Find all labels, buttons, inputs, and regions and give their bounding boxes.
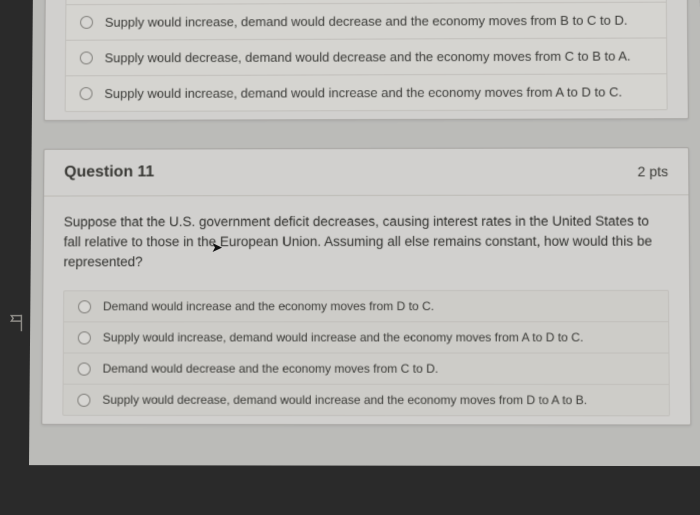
option-row[interactable]: Supply would decrease, demand would decr… [66, 38, 666, 76]
option-label: Supply would increase, demand would incr… [104, 84, 622, 101]
radio-icon [80, 51, 93, 64]
option-row[interactable]: Supply would increase, demand would incr… [66, 74, 667, 111]
question-points-11: 2 pts [637, 163, 668, 179]
option-label: Supply would increase, demand would incr… [103, 331, 584, 345]
question-title-11: Question 11 [64, 163, 154, 181]
page-surface: Question 10 2 pts Currency speculators b… [29, 0, 700, 466]
radio-icon [77, 393, 90, 406]
options-list-10: Supply would decrease, demand would incr… [65, 0, 668, 112]
option-row[interactable]: Demand would decrease and the economy mo… [64, 354, 669, 385]
option-label: Demand would increase and the economy mo… [103, 299, 434, 313]
option-row[interactable]: Supply would decrease, demand would incr… [63, 385, 669, 416]
question-text-11: Suppose that the U.S. government deficit… [63, 211, 668, 273]
option-row[interactable]: Supply would increase, demand would incr… [64, 322, 669, 353]
option-label: Demand would decrease and the economy mo… [103, 362, 439, 376]
option-row[interactable]: Demand would increase and the economy mo… [64, 291, 668, 322]
radio-icon [78, 331, 91, 344]
option-row[interactable]: Supply would increase, demand would decr… [66, 2, 666, 40]
question-body-10: Currency speculators believe that the va… [45, 0, 688, 120]
radio-icon [80, 15, 93, 28]
question-body-11: Suppose that the U.S. government deficit… [42, 195, 690, 425]
radio-icon [78, 300, 91, 313]
option-label: Supply would increase, demand would decr… [105, 12, 628, 29]
options-list-11: Demand would increase and the economy mo… [62, 290, 670, 416]
flag-icon[interactable] [4, 312, 26, 334]
question-header-11: Question 11 2 pts [44, 148, 688, 196]
question-card-11: Question 11 2 pts Suppose that the U.S. … [41, 147, 691, 426]
radio-icon [78, 362, 91, 375]
radio-icon [80, 87, 93, 100]
question-card-10: Question 10 2 pts Currency speculators b… [44, 0, 689, 121]
option-label: Supply would decrease, demand would incr… [102, 393, 587, 407]
option-label: Supply would decrease, demand would decr… [105, 48, 631, 65]
